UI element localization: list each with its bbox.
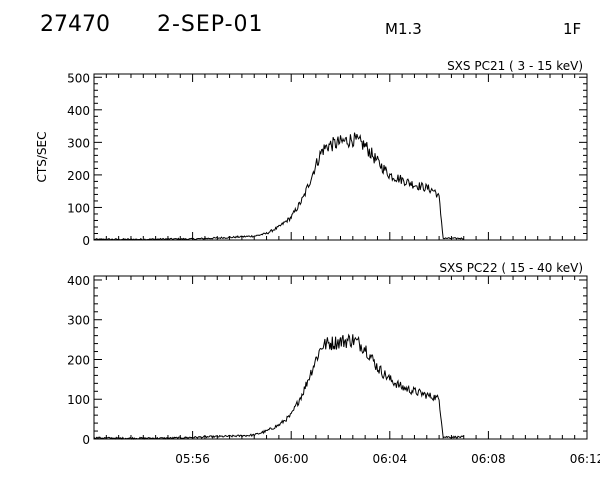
x-tick-label: 06:00	[274, 452, 309, 466]
x-tick-label: 05:56	[175, 452, 210, 466]
y-axis-label: CTS/SEC	[35, 132, 49, 183]
y-tick-label: 200	[67, 353, 90, 367]
y-tick-label: 200	[67, 169, 90, 183]
y-tick-label: 300	[67, 314, 90, 328]
y-tick-label: 400	[67, 104, 90, 118]
y-tick-label: 0	[82, 234, 90, 248]
panel-title: SXS PC21 ( 3 - 15 keV)	[447, 59, 583, 73]
event-date: 2-SEP-01	[157, 12, 264, 37]
plot-frame	[93, 275, 588, 440]
panel-1: SXS PC21 ( 3 - 15 keV) CTS/SEC 0 100 200 300 4…	[35, 59, 588, 248]
y-tick-label: 400	[67, 274, 90, 288]
series-line-1	[93, 132, 464, 241]
series-line-1	[93, 333, 464, 440]
flare-importance: 1F	[563, 20, 582, 38]
y-tick-label: 100	[67, 201, 90, 215]
y-tick-label: 100	[67, 393, 90, 407]
goes-class: M1.3	[385, 20, 422, 38]
y-tick-label: 500	[67, 71, 90, 85]
x-tick-label: 06:12	[570, 452, 600, 466]
x-tick-label: 06:04	[373, 452, 408, 466]
event-id: 27470	[40, 12, 110, 37]
plot-frame	[93, 73, 588, 241]
x-tick-label: 06:08	[471, 452, 506, 466]
panel-title: SXS PC22 ( 15 - 40 keV)	[439, 261, 583, 275]
panel-2: SXS PC22 ( 15 - 40 keV) 0 100 200 300 400 05:5…	[67, 261, 600, 466]
y-tick-label: 0	[82, 433, 90, 447]
y-tick-label: 300	[67, 136, 90, 150]
